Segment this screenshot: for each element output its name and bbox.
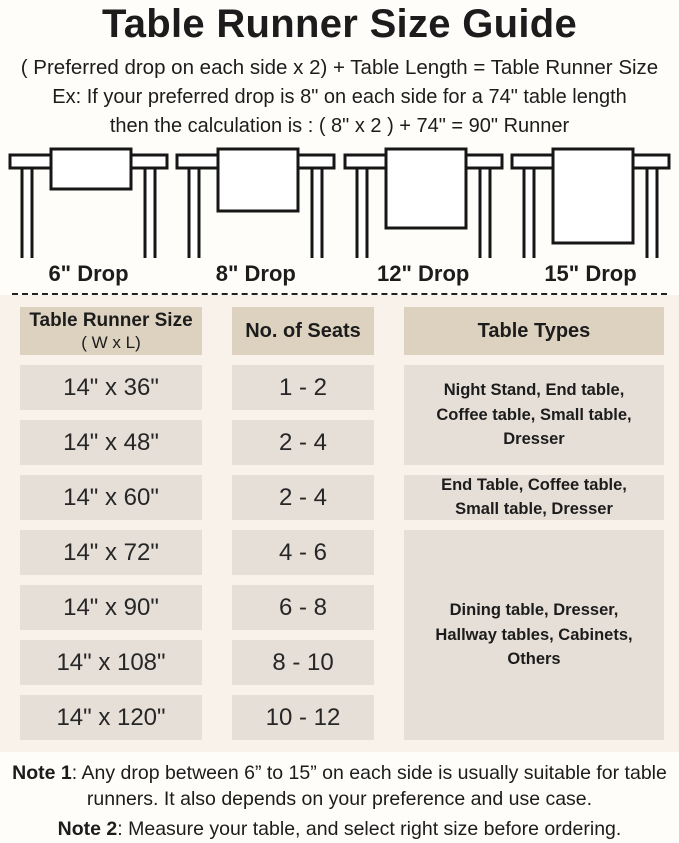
seats-cell: 6 - 8 <box>232 585 374 630</box>
seats-cell: 2 - 4 <box>232 420 374 465</box>
table-types-group-cell: End Table, Coffee table, Small table, Dr… <box>404 475 664 520</box>
table-types-group-cell: Dining table, Dresser, Hallway tables, C… <box>404 530 664 740</box>
size-cell: 14" x 120" <box>20 695 202 740</box>
note-1-label: Note 1 <box>12 762 72 784</box>
size-cell: 14" x 108" <box>20 640 202 685</box>
table-with-runner-icon <box>175 147 336 258</box>
runner-size-header-sublabel: ( W x L) <box>81 332 141 352</box>
formula-text: ( Preferred drop on each side x 2) + Tab… <box>20 56 659 79</box>
seats-cell: 2 - 4 <box>232 475 374 520</box>
seats-cell: 1 - 2 <box>232 365 374 410</box>
table-with-runner-icon <box>8 147 169 258</box>
table-figure-8-drop: 8" Drop <box>173 145 338 287</box>
header-cell-runner-size: Table Runner Size ( W x L) <box>20 307 202 355</box>
size-cell: 14" x 36" <box>20 365 202 410</box>
drop-label: 6" Drop <box>48 261 129 286</box>
header-cell-seats: No. of Seats <box>232 307 374 355</box>
seats-cell: 10 - 12 <box>232 695 374 740</box>
guide-header: Table Runner Size Guide ( Preferred drop… <box>0 0 679 138</box>
table-with-runner-icon <box>510 147 671 258</box>
table-figure-6-drop: 6" Drop <box>6 145 171 287</box>
seats-cell: 8 - 10 <box>232 640 374 685</box>
drop-label: 12" Drop <box>376 261 470 286</box>
note-2-text: : Measure your table, and select right s… <box>117 818 622 841</box>
drop-label: 15" Drop <box>544 261 637 286</box>
drop-figures-row: 6" Drop 8" Drop 12" Drop <box>0 145 679 287</box>
table-with-runner-icon <box>343 147 504 258</box>
seats-cell: 4 - 6 <box>232 530 374 575</box>
note-2: Note 2: Measure your table, and select r… <box>4 817 675 843</box>
notes-section: Note 1: Any drop between 6” to 15” on ea… <box>0 752 679 843</box>
note-1-text: : Any drop between 6” to 15” on each sid… <box>71 762 667 810</box>
size-cell: 14" x 60" <box>20 475 202 520</box>
example-line-1: Ex: If your preferred drop is 8" on each… <box>52 86 627 108</box>
drop-illustrations-section: 6" Drop 8" Drop 12" Drop <box>0 138 679 295</box>
dashed-divider <box>12 293 667 295</box>
size-guide-table: Table Runner Size ( W x L) No. of Seats … <box>20 307 679 740</box>
page-title: Table Runner Size Guide <box>101 2 578 46</box>
size-cell: 14" x 90" <box>20 585 202 630</box>
example-line-2: then the calculation is : ( 8" x 2 ) + 7… <box>109 115 570 137</box>
note-2-label: Note 2 <box>57 818 118 841</box>
drop-label: 8" Drop <box>215 261 296 286</box>
header-cell-table-types: Table Types <box>404 307 664 355</box>
table-figure-12-drop: 12" Drop <box>341 145 506 287</box>
note-1: Note 1: Any drop between 6” to 15” on ea… <box>4 761 675 812</box>
runner-size-header-label: Table Runner Size <box>29 309 193 331</box>
size-table-section: Table Runner Size ( W x L) No. of Seats … <box>0 295 679 752</box>
size-cell: 14" x 48" <box>20 420 202 465</box>
table-figure-15-drop: 15" Drop <box>508 145 673 287</box>
table-types-group-cell: Night Stand, End table, Coffee table, Sm… <box>404 365 664 465</box>
size-cell: 14" x 72" <box>20 530 202 575</box>
